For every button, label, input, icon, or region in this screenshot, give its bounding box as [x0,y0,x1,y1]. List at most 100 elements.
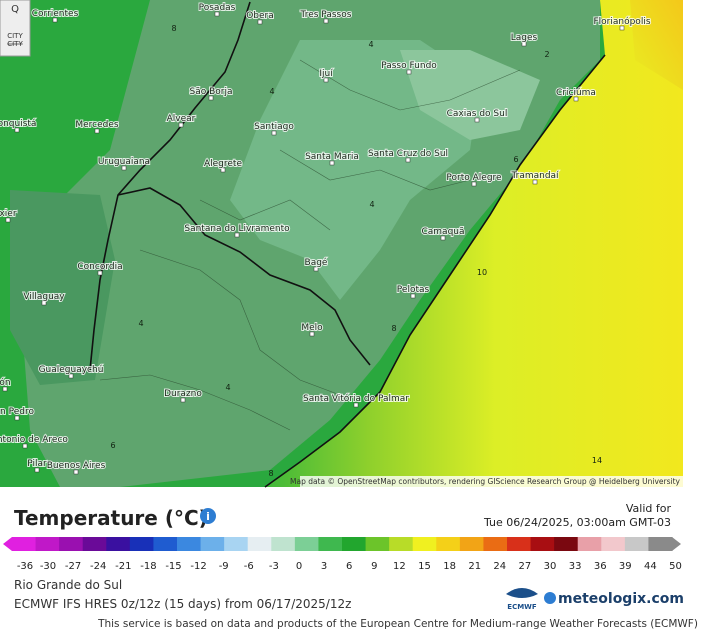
colorbar-swatch [82,537,107,551]
city-dot [2,386,8,392]
city-label: Passo Fundo [381,61,437,71]
city-label: Alegrete [204,159,242,169]
contour-label: 4 [269,87,274,96]
contour-label: 2 [544,50,549,59]
admin-line [139,249,341,396]
colorbar-swatch [601,537,626,551]
city-label: Gualeguaychú [39,365,104,375]
colorbar-swatch [483,537,508,551]
colorbar-swatch [106,537,131,551]
contour-label: 6 [110,441,115,450]
city-label: Pilar [27,459,47,469]
tick-label: 21 [468,561,481,572]
tick-label: 9 [371,561,377,572]
city-label: Durazno [164,389,202,399]
city-dot [5,217,11,223]
city-label: xier [0,209,17,219]
city-dot [471,181,477,187]
city-dot [208,95,214,101]
colorbar-swatch [247,537,272,551]
colorbar-swatch [129,537,154,551]
colorbar-swatch [554,537,579,551]
admin-line [99,374,291,431]
city-dot [34,467,40,473]
city-toggle[interactable]: CITY [7,40,23,48]
colorbar-arrow [3,537,12,551]
admin-line [199,199,331,231]
city-dot [121,165,127,171]
city-label: Santa Vitória do Palmar [303,393,409,404]
city-label: ón [0,377,11,388]
city-dot [406,69,412,75]
contour-label: 4 [138,319,143,328]
city-dot [353,402,359,408]
map-controls [0,0,31,57]
tick-label: -21 [115,561,131,572]
colorbar-swatch [200,537,225,551]
borders [89,1,606,488]
colorbar-swatch [318,537,343,551]
city-dot [220,167,226,173]
city-dot [309,331,315,337]
valid-time: Tue 06/24/2025, 03:00am GMT-03 [483,516,671,529]
cool-area [230,40,480,300]
city-dot [573,96,579,102]
city-label: Obera [246,11,274,21]
contour-label: 4 [225,383,230,392]
city-dot [474,117,480,123]
city-label: São Borja [190,87,233,97]
city-dot [532,179,538,185]
warm-area [630,0,683,90]
tick-label: 39 [619,561,632,572]
tick-label: -27 [65,561,81,572]
colorbar-swatch [507,537,532,551]
colorbar-swatch [12,537,37,551]
city-label: Melo [301,323,323,333]
colorbar-ticks: -36 -30 -27 -24 -21 -18 -15 -12 -9 -6 -3 0 3 6 9 12 15 18… [17,561,682,572]
border [89,1,251,371]
city-label: Uruguaiana [98,157,150,167]
brand[interactable]: meteologix.com [558,591,684,607]
border [117,187,371,366]
city-dot [97,270,103,276]
tick-label: 6 [346,561,352,572]
legend-title: Temperature (°C) [14,506,208,530]
city-label: Caxias do Sul [447,109,508,119]
tick-label: 18 [443,561,456,572]
city-toggle[interactable]: CITY [7,32,23,40]
contour-label: 4 [368,40,373,49]
city-dot [180,397,186,403]
tick-label: -9 [219,561,229,572]
city-label: Santa Maria [305,152,359,162]
tick-label: 36 [594,561,607,572]
colorbar-swatch [365,537,390,551]
colorbar-swatch [59,537,84,551]
credit: This service is based on data and produc… [97,618,698,630]
city-dot [41,300,47,306]
city-label: Santiago [254,122,294,132]
city-label: Pelotas [397,285,430,295]
city-label: Concordia [77,262,122,272]
colorbar-swatch [577,537,602,551]
admin-lines [99,59,521,431]
tick-label: 0 [296,561,302,572]
zoom-button[interactable]: Q [11,4,19,15]
city-label: Porto Alegre [446,173,502,183]
tick-label: -15 [165,561,181,572]
tick-label: 30 [544,561,557,572]
city-label: Mercedes [75,120,119,130]
tick-label: 33 [569,561,582,572]
colorbar-swatch [224,537,249,551]
city-dot [313,266,319,272]
city-dot [22,443,28,449]
ecmwf-logo [506,588,538,598]
colorbar-swatch [271,537,296,551]
info-icon[interactable] [200,508,216,524]
city-labels: Corrientes Posadas Obera Tres Passos Florian… [0,2,652,475]
tick-label: -30 [40,561,56,572]
cool-area [10,190,115,385]
info-text[interactable]: i [206,510,210,523]
city-label: Santa Cruz do Sul [368,149,448,159]
colorbar-swatch [177,537,202,551]
